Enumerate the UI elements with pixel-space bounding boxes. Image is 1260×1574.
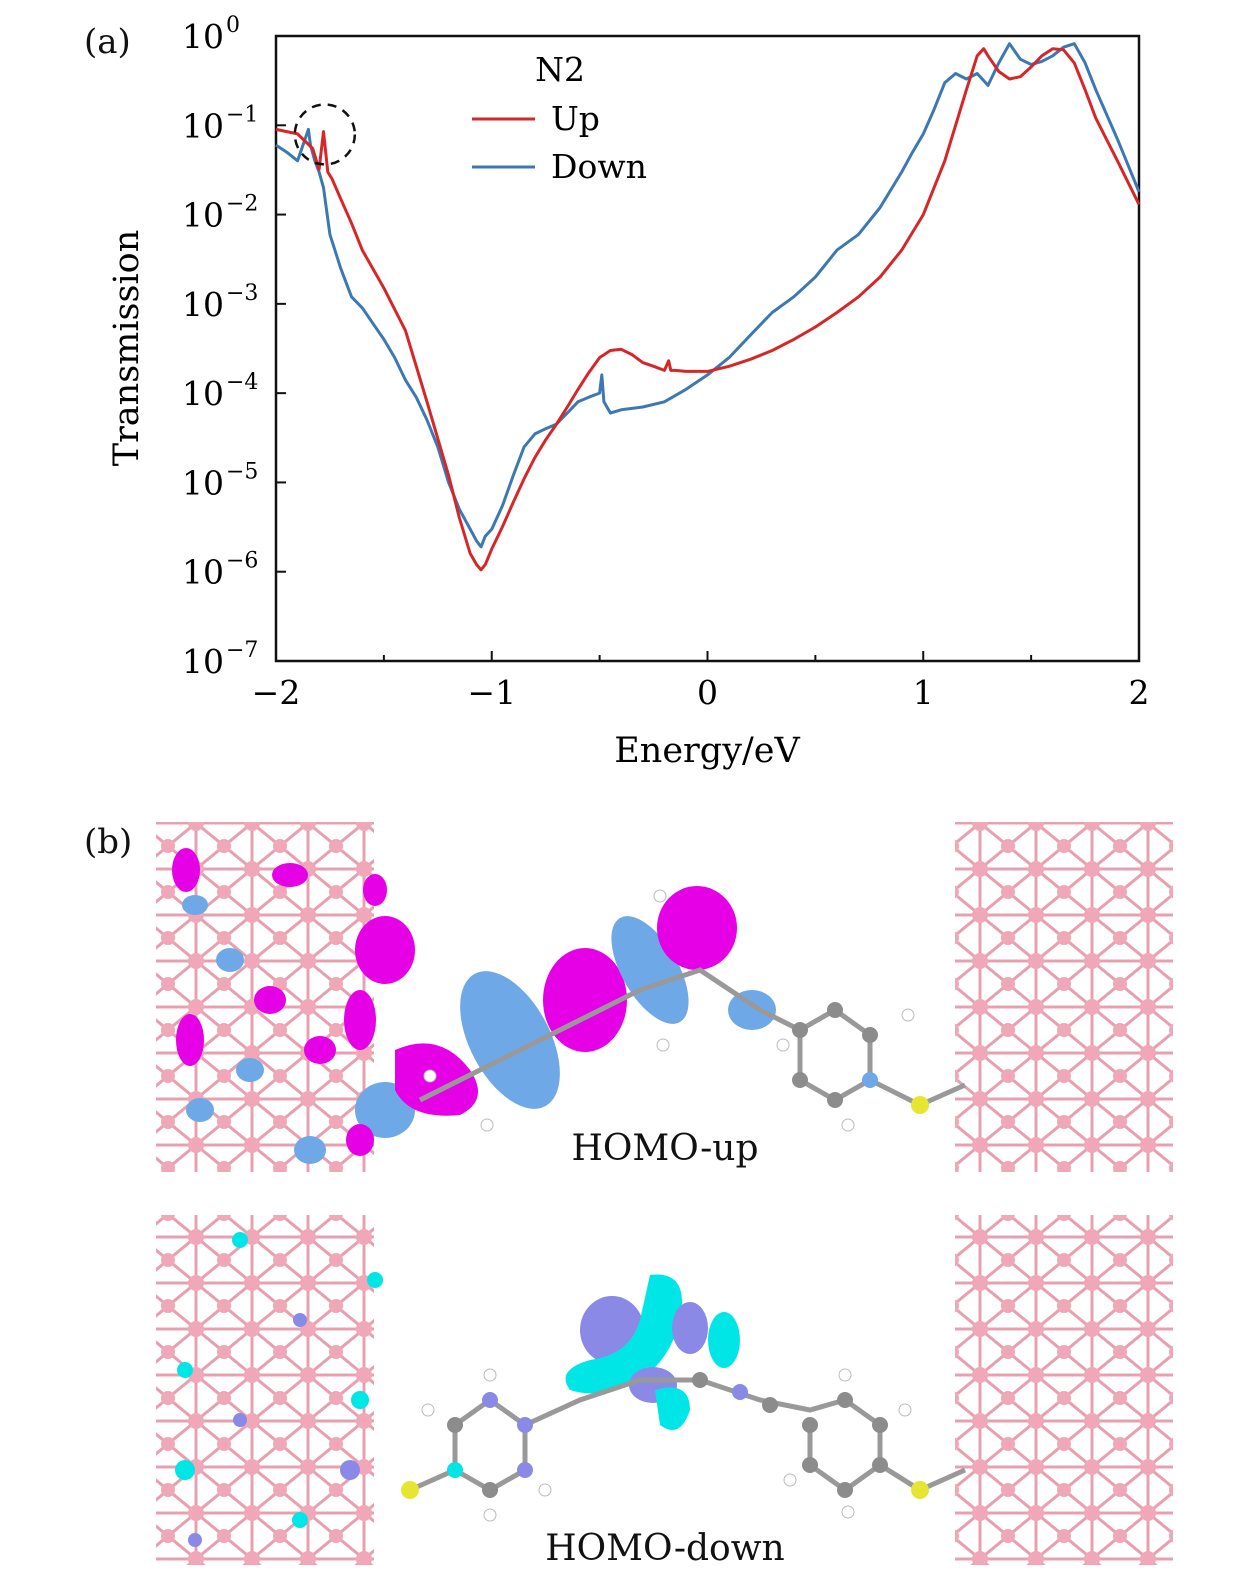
series-layer [275, 42, 1141, 572]
panel-label-b: (b) [84, 822, 133, 862]
legend-label-down: Down [551, 147, 647, 186]
y-tick-label: 10 [182, 642, 224, 681]
legend-title: N2 [535, 50, 585, 89]
x-tick-label: −2 [252, 673, 301, 712]
y-tick-label: 10 [182, 553, 224, 592]
y-tick-exponent: −5 [226, 459, 258, 484]
x-tick-label: −1 [467, 673, 516, 712]
x-tick-label: 0 [697, 673, 718, 712]
molecule-orbital-lobes-down [565, 1274, 740, 1430]
legend: N2 Up Down [472, 50, 647, 186]
right-electrode-up [955, 822, 1173, 1172]
legend-label-up: Up [551, 99, 600, 138]
panel-label-a: (a) [84, 22, 131, 62]
plot-frame [274, 34, 1141, 663]
x-tick-label: 1 [913, 673, 934, 712]
right-electrode-down [955, 1215, 1173, 1565]
y-tick-label: 10 [182, 196, 224, 235]
electrode-orbital-lobes-down [175, 1232, 383, 1547]
y-tick-exponent: −3 [226, 281, 258, 306]
y-tick-label: 10 [182, 374, 224, 413]
x-axis-ticks: −2 −1 0 1 2 [252, 651, 1150, 712]
y-tick-label: 10 [182, 285, 224, 324]
homo-up-label: HOMO-up [571, 1128, 759, 1169]
homo-down-structure [156, 1215, 1173, 1565]
dashed-circle-annotation [293, 103, 357, 166]
homo-orbital-figure [156, 822, 1173, 1565]
y-tick-label: 10 [182, 106, 224, 145]
y-axis-label: Transmission [107, 230, 147, 467]
homo-down-label: HOMO-down [545, 1528, 785, 1569]
y-tick-exponent: −2 [226, 192, 258, 217]
y-tick-exponent: −4 [226, 370, 258, 395]
left-electrode-down [156, 1215, 374, 1565]
y-tick-exponent: −1 [226, 102, 258, 127]
homo-up-structure [156, 822, 1173, 1172]
y-tick-exponent: −7 [226, 638, 258, 663]
y-tick-label: 10 [182, 17, 224, 56]
series-line-up [275, 47, 1141, 572]
y-tick-exponent: −6 [226, 549, 258, 574]
electrode-orbital-lobes-up [172, 848, 415, 1164]
molecule-atoms-up [423, 889, 929, 1132]
molecule-orbital-lobes-up [395, 886, 776, 1116]
y-tick-exponent: 0 [226, 13, 240, 38]
y-tick-label: 10 [182, 463, 224, 502]
molecule-atoms-down [401, 1368, 929, 1522]
x-tick-label: 2 [1129, 673, 1150, 712]
x-axis-label: Energy/eV [614, 731, 800, 771]
series-line-down [275, 42, 1141, 549]
